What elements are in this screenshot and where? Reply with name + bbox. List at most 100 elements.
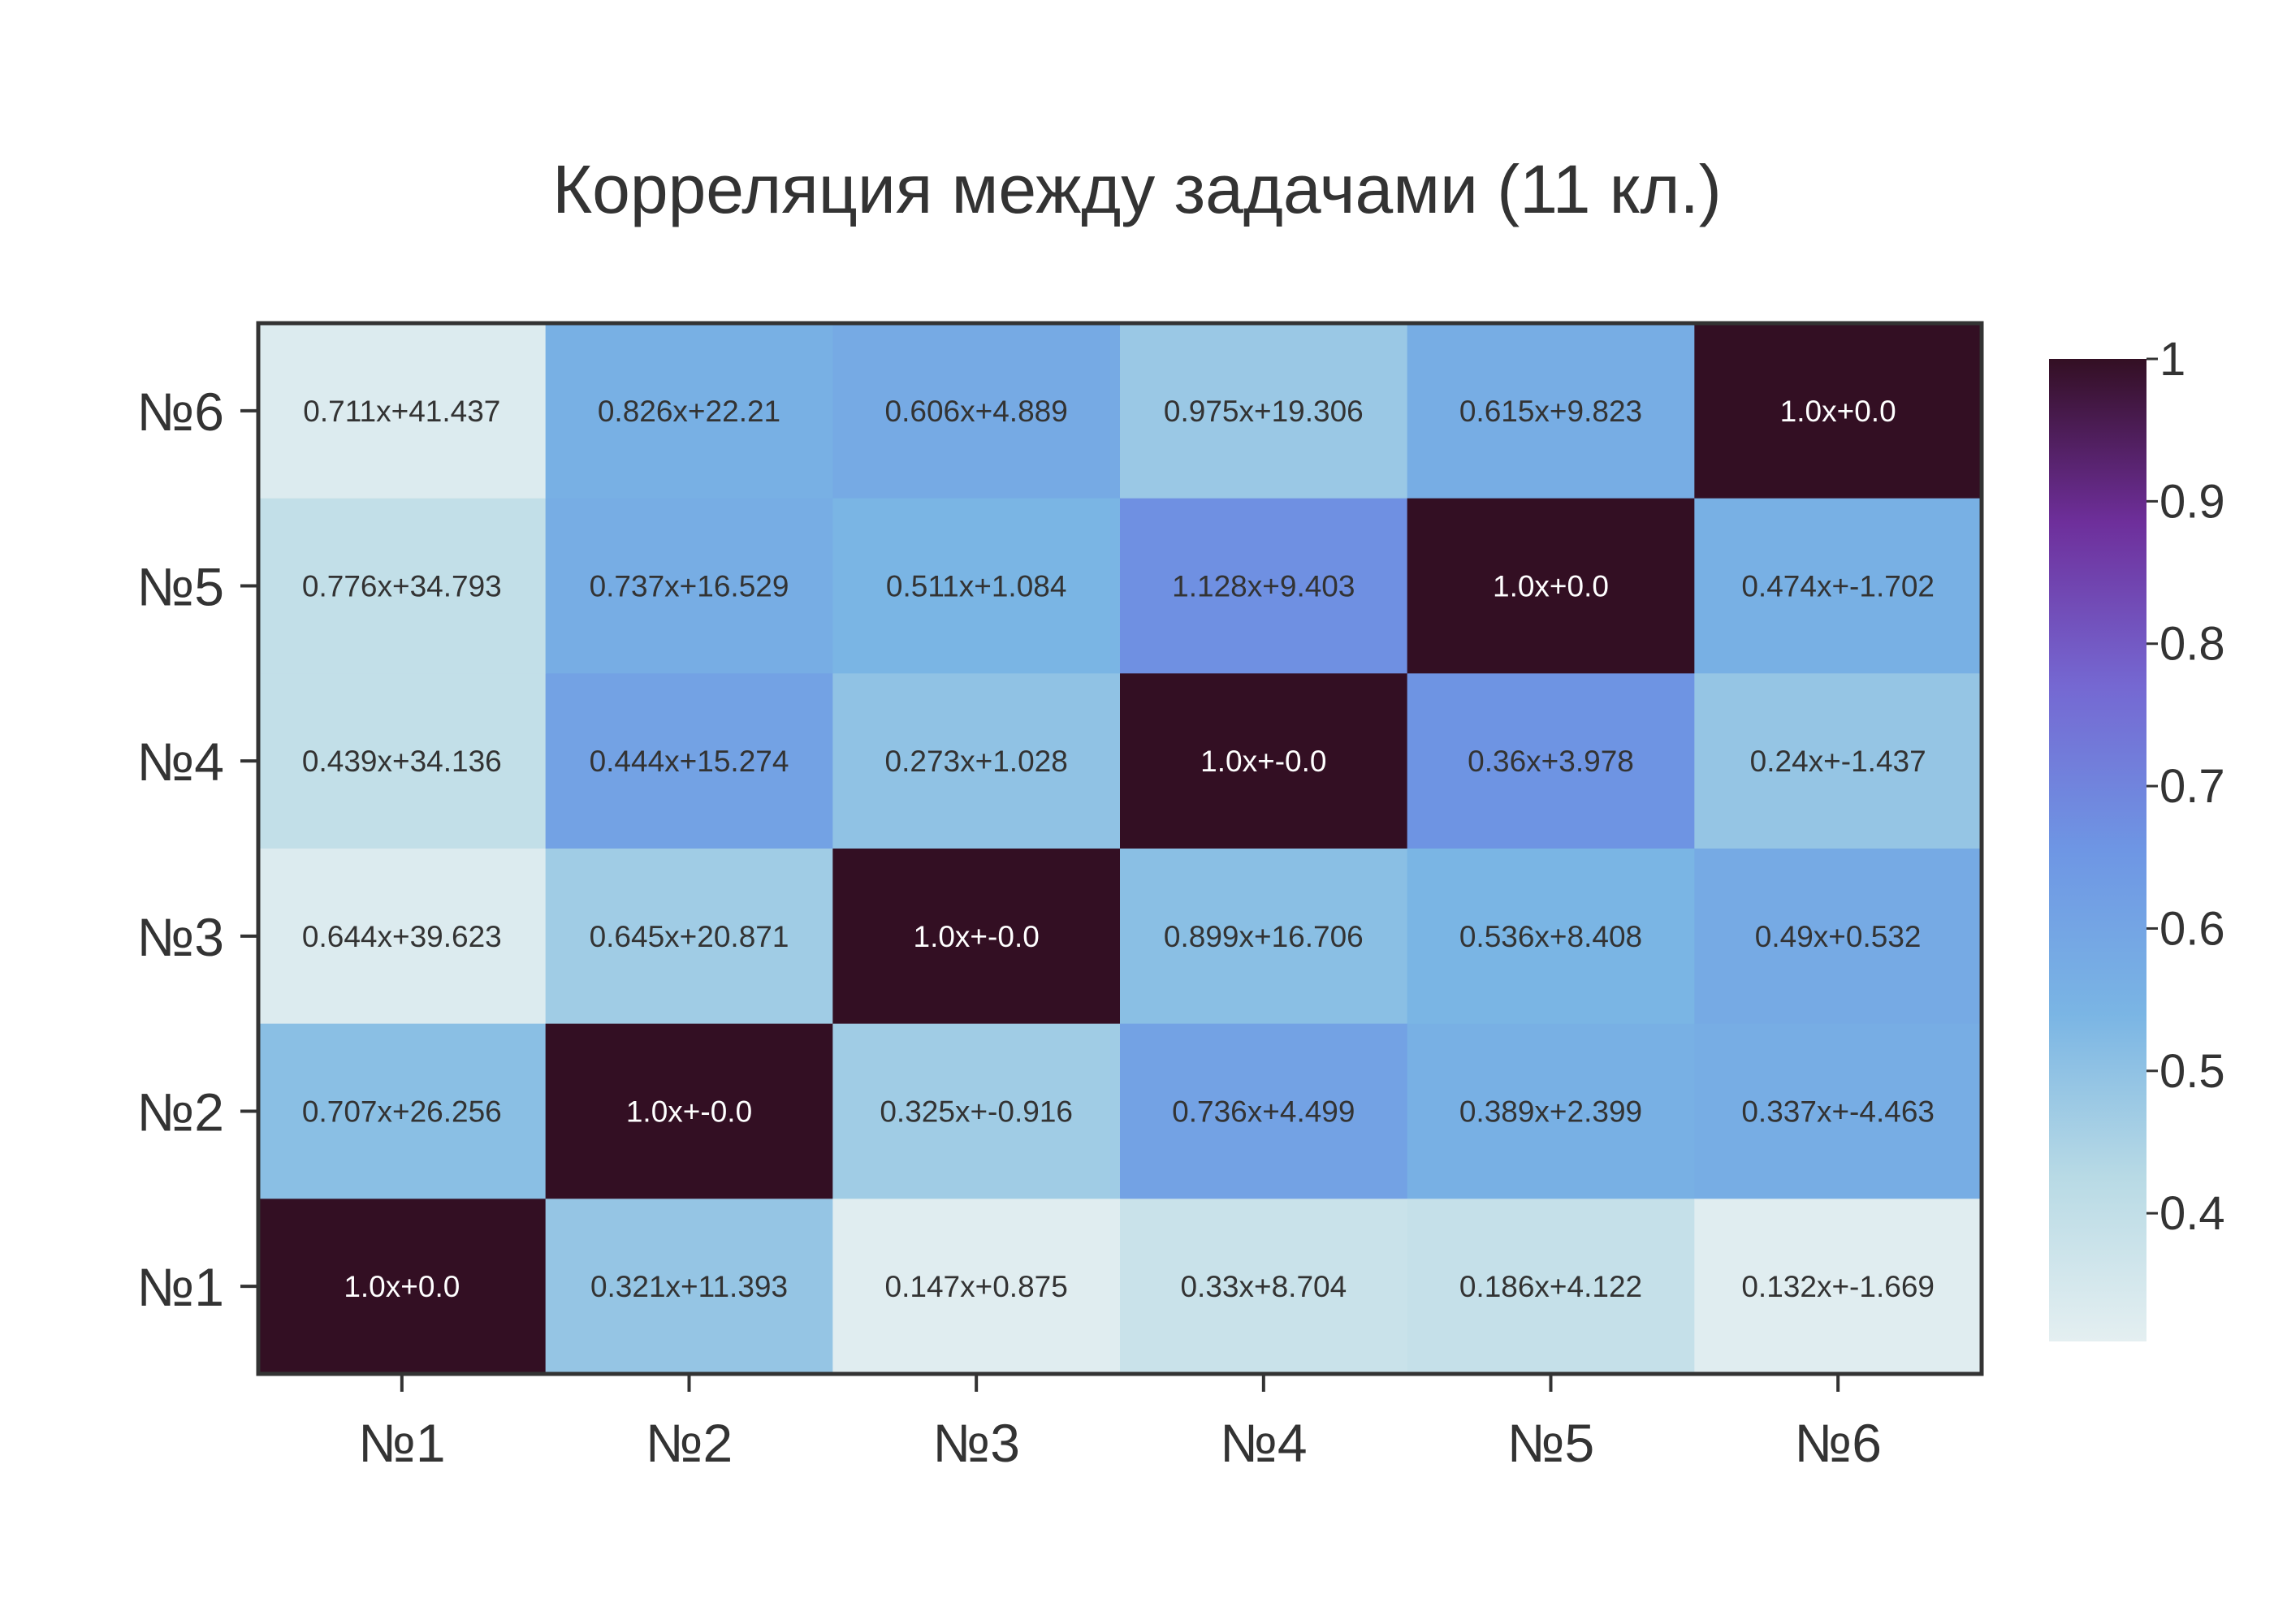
heatmap-cell <box>1120 498 1408 674</box>
heatmap-cell <box>258 673 547 849</box>
heatmap-cell <box>545 673 833 849</box>
heatmap-cell <box>1407 849 1695 1025</box>
colorbar-tick-label: 0.6 <box>2159 902 2225 955</box>
cell-value-label: 0.975x+19.306 <box>1164 395 1364 428</box>
cell-value-label: 0.645x+20.871 <box>590 920 789 953</box>
cell-value-label: 0.132x+-1.669 <box>1741 1270 1935 1303</box>
x-tick-label: №3 <box>932 1413 1020 1473</box>
heatmap-cell <box>545 1023 833 1199</box>
cell-value-label: 0.36x+3.978 <box>1468 745 1634 778</box>
cell-value-label: 0.707x+26.256 <box>302 1095 502 1129</box>
heatmap-cell <box>545 498 833 674</box>
y-tick-label: №6 <box>136 382 224 442</box>
x-tick-label: №6 <box>1794 1413 1882 1473</box>
heatmap-cell <box>832 1023 1121 1199</box>
heatmap-cell <box>1694 1023 1982 1199</box>
cell-value-label: 0.536x+8.408 <box>1459 920 1642 953</box>
heatmap-cell <box>1120 323 1408 499</box>
heatmap-cell <box>832 1199 1121 1375</box>
heatmap-cell <box>1694 849 1982 1025</box>
cell-value-label: 0.389x+2.399 <box>1459 1095 1642 1129</box>
x-tick-label: №4 <box>1220 1413 1308 1473</box>
cell-value-label: 0.444x+15.274 <box>590 745 789 778</box>
cell-value-label: 0.474x+-1.702 <box>1741 570 1935 603</box>
heatmap-cell <box>258 1199 547 1375</box>
cell-value-label: 0.337x+-4.463 <box>1741 1095 1935 1129</box>
heatmap-cell <box>1120 673 1408 849</box>
colorbar-tick-label: 0.4 <box>2159 1187 2225 1240</box>
cell-value-label: 0.606x+4.889 <box>885 395 1068 428</box>
cell-value-label: 0.899x+16.706 <box>1164 920 1364 953</box>
y-tick-label: №2 <box>136 1082 224 1142</box>
heatmap-cell <box>832 849 1121 1025</box>
colorbar-tick-label: 0.5 <box>2159 1045 2225 1098</box>
cell-value-label: 1.0x+-0.0 <box>1200 745 1326 778</box>
chart-title: Корреляция между задачами (11 кл.) <box>552 151 1722 227</box>
x-tick-label: №1 <box>358 1413 446 1473</box>
cell-value-label: 1.0x+-0.0 <box>914 920 1040 953</box>
cell-value-label: 0.147x+0.875 <box>885 1270 1068 1303</box>
cell-value-label: 0.826x+22.21 <box>598 395 780 428</box>
colorbar: 0.4 0.5 0.6 0.7 0.8 0.9 1 <box>2049 333 2225 1341</box>
cell-value-label: 0.711x+41.437 <box>303 395 500 428</box>
heatmap-cell <box>832 673 1121 849</box>
x-axis: №1 №2 №3 №4 №5 №6 <box>358 1374 1882 1473</box>
heatmap-cell <box>832 323 1121 499</box>
heatmap-cell <box>1694 673 1982 849</box>
colorbar-tick-label: 0.8 <box>2159 618 2225 671</box>
heatmap-cell <box>1694 1199 1982 1375</box>
y-axis: №6 №5 №4 №3 №2 №1 <box>136 382 258 1317</box>
heatmap-cell <box>545 849 833 1025</box>
colorbar-gradient <box>2049 359 2146 1341</box>
y-tick-label: №5 <box>136 557 224 617</box>
heatmap-cell <box>1407 1199 1695 1375</box>
x-tick-label: №2 <box>646 1413 733 1473</box>
cell-value-label: 0.737x+16.529 <box>590 570 789 603</box>
cell-value-label: 0.439x+34.136 <box>302 745 502 778</box>
heatmap-cell <box>1694 323 1982 499</box>
cell-value-label: 1.0x+-0.0 <box>626 1095 752 1129</box>
heatmap-cell <box>258 849 547 1025</box>
cell-value-label: 0.615x+9.823 <box>1459 395 1642 428</box>
cell-value-label: 0.273x+1.028 <box>885 745 1068 778</box>
cell-value-label: 0.24x+-1.437 <box>1750 745 1926 778</box>
cell-value-label: 0.33x+8.704 <box>1180 1270 1347 1303</box>
heatmap-cell <box>1407 673 1695 849</box>
cell-value-label: 0.49x+0.532 <box>1755 920 1922 953</box>
heatmap-cell <box>545 1199 833 1375</box>
cell-value-label: 0.736x+4.499 <box>1172 1095 1355 1129</box>
heatmap-cell <box>1694 498 1982 674</box>
heatmap-cell <box>1120 1199 1408 1375</box>
colorbar-tick-label: 0.7 <box>2159 760 2225 813</box>
cell-value-label: 1.0x+0.0 <box>1780 395 1896 428</box>
heatmap-cell <box>545 323 833 499</box>
plot-frame <box>256 321 1984 1376</box>
heatmap-cell <box>258 1023 547 1199</box>
heatmap-cells: 0.711x+41.437 0.826x+22.21 0.606x+4.889 0.9… <box>258 323 1982 1375</box>
colorbar-tick-label: 1 <box>2159 333 2185 386</box>
cell-value-label: 1.128x+9.403 <box>1172 570 1355 603</box>
x-tick-label: №5 <box>1507 1413 1595 1473</box>
heatmap-cell <box>1120 1023 1408 1199</box>
cell-value-label: 0.644x+39.623 <box>302 920 502 953</box>
y-tick-label: №4 <box>136 732 224 792</box>
y-tick-label: №3 <box>136 907 224 967</box>
y-tick-label: №1 <box>136 1257 224 1317</box>
cell-value-label: 0.325x+-0.916 <box>880 1095 1073 1129</box>
cell-value-label: 0.186x+4.122 <box>1459 1270 1642 1303</box>
heatmap-cell <box>832 498 1121 674</box>
heatmap-cell <box>258 323 547 499</box>
heatmap-cell <box>1407 1023 1695 1199</box>
colorbar-tick-label: 0.9 <box>2159 475 2225 528</box>
cell-value-label: 1.0x+0.0 <box>344 1270 460 1303</box>
heatmap-cell <box>1120 849 1408 1025</box>
cell-value-label: 0.776x+34.793 <box>302 570 502 603</box>
cell-value-label: 0.511x+1.084 <box>886 570 1067 603</box>
heatmap-cell <box>258 498 547 674</box>
cell-value-label: 1.0x+0.0 <box>1493 570 1609 603</box>
cell-value-label: 0.321x+11.393 <box>590 1270 788 1303</box>
heatmap-cell <box>1407 323 1695 499</box>
heatmap-cell <box>1407 498 1695 674</box>
